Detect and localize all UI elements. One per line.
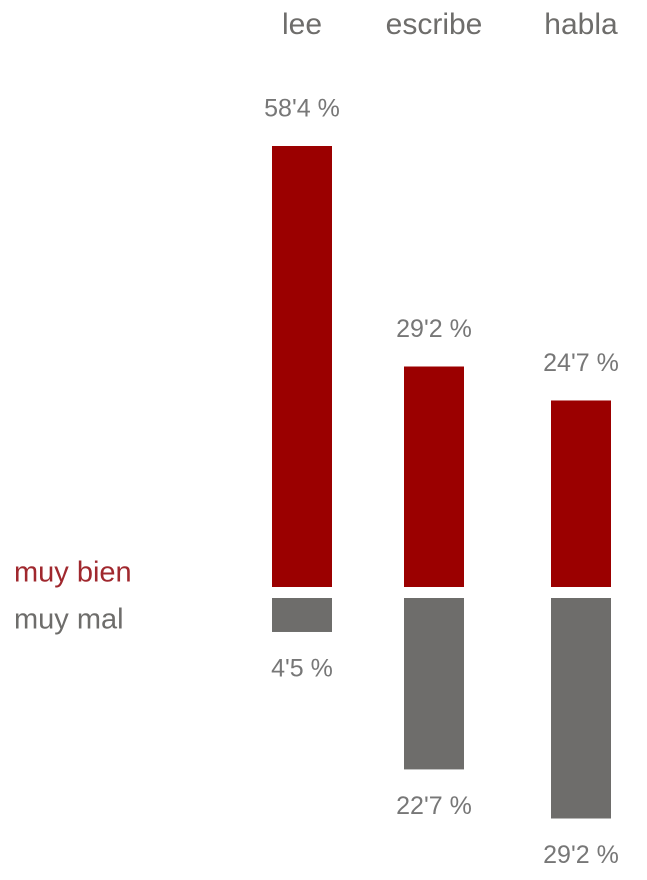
value-label: 29'2 % — [396, 315, 472, 343]
value-label: 22'7 % — [396, 792, 472, 820]
bar — [272, 146, 332, 587]
category-label: escribe — [386, 8, 483, 41]
category-label: lee — [282, 8, 322, 41]
bar — [551, 400, 611, 587]
value-label: 24'7 % — [543, 349, 619, 377]
value-label: 4'5 % — [271, 655, 333, 683]
bar — [551, 598, 611, 819]
legend-label: muy bien — [14, 557, 132, 589]
value-label: 29'2 % — [543, 841, 619, 869]
legend-label: muy mal — [14, 604, 124, 636]
value-label: 58'4 % — [264, 95, 340, 123]
bar — [404, 366, 464, 587]
bar — [404, 598, 464, 770]
category-label: habla — [544, 8, 618, 41]
bar — [272, 598, 332, 632]
